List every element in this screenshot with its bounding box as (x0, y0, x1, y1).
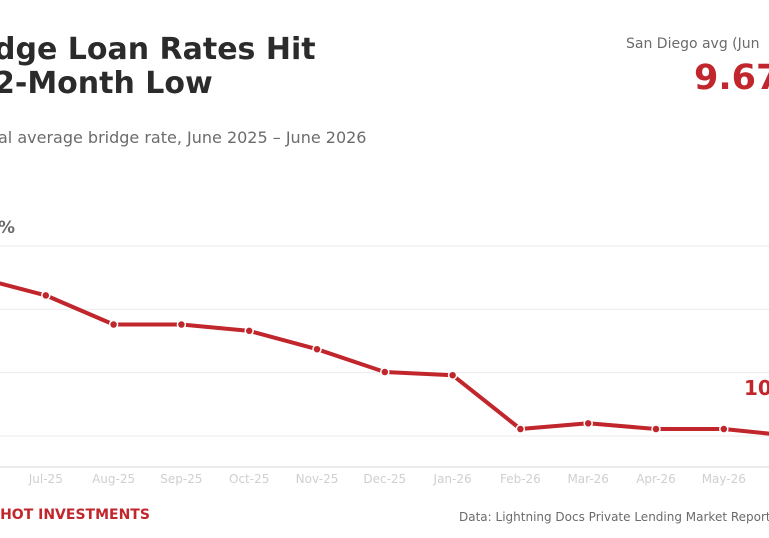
data-point (108, 319, 119, 330)
data-points (41, 290, 729, 434)
stat-label: San Diego avg (Jun (626, 36, 760, 52)
data-point (41, 290, 51, 301)
title-line-1: dge Loan Rates Hit (0, 32, 316, 67)
x-tick-label: Jul-25 (28, 472, 63, 486)
x-tick-label: Nov-25 (296, 472, 339, 486)
x-tick-label: May-26 (702, 472, 746, 486)
x-tick-label: Apr-26 (636, 472, 676, 486)
x-tick-label: Mar-26 (567, 472, 608, 486)
x-tick-label: Feb-26 (500, 472, 541, 486)
stat-value: 9.67 (694, 58, 769, 98)
x-tick-label: Oct-25 (229, 472, 269, 486)
source-note: Data: Lightning Docs Private Lending Mar… (459, 510, 769, 524)
data-point (719, 424, 729, 434)
data-point (651, 424, 661, 434)
data-point (515, 424, 526, 434)
data-point (312, 344, 322, 354)
data-point (380, 367, 390, 377)
x-tick-labels: Jul-25 Aug-25 Sep-25 Oct-25 Nov-25 Dec-25 Jan-… (28, 472, 746, 486)
data-point (176, 319, 187, 330)
x-tick-label: Jan-26 (433, 472, 472, 486)
series-line (0, 281, 769, 436)
data-point (244, 326, 254, 336)
y-axis-unit-label: % (0, 218, 15, 238)
chart-title: dge Loan Rates Hit 2-Month Low (0, 33, 316, 101)
x-tick-label: Dec-25 (363, 472, 406, 486)
x-tick-label: Sep-25 (160, 472, 202, 486)
data-point (583, 418, 593, 429)
end-value-label: 10 (744, 376, 769, 400)
data-point (447, 370, 458, 380)
x-tick-label: Aug-25 (92, 472, 135, 486)
title-line-2: 2-Month Low (0, 66, 213, 101)
gridlines (0, 245, 769, 437)
chart-subtitle: al average bridge rate, June 2025 – June… (0, 128, 367, 147)
brand-name: SHOT INVESTMENTS (0, 507, 150, 523)
